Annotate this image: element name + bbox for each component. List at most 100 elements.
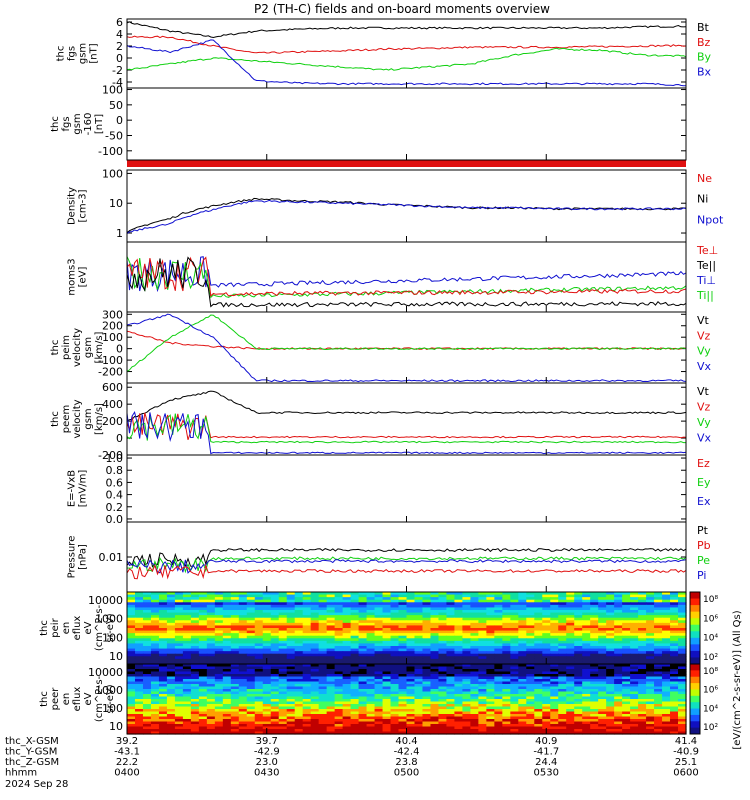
heat-cell [590,653,599,657]
heat-cell [670,661,679,665]
heat-cell [174,604,184,609]
heat-cell [414,671,424,675]
heat-cell [222,661,232,665]
heat-cell [518,604,527,609]
heat-cell [470,648,479,652]
heat-cell [142,592,152,596]
heat-cell [486,724,495,728]
heat-cell [254,656,264,660]
heat-cell [670,724,679,728]
heat-cell [454,638,463,642]
heat-cell [127,691,136,695]
heat-cell [254,610,264,614]
heat-cell [406,653,416,657]
heat-cell [558,669,567,673]
heat-cell [318,731,328,735]
heat-cell [462,711,471,715]
heat-cell [598,729,607,733]
heat-cell [518,701,527,705]
heat-cell [254,592,264,596]
heat-cell [286,714,296,718]
heat-cell [574,597,583,601]
heat-cell [542,651,551,655]
heat-cell [614,604,623,609]
heat-cell [390,726,400,730]
heat-cell [534,612,543,616]
heat-cell [534,709,543,713]
heat-cell [398,699,408,703]
ylabel-line: eV [83,692,94,705]
heat-cell [470,664,479,668]
heat-cell [550,726,559,730]
heat-cell [326,622,336,627]
colorbar-label: 10⁸ [703,667,718,677]
heat-cell [622,726,631,730]
heat-cell [606,612,615,616]
heat-cell [422,612,432,616]
heat-cell [166,686,176,690]
heat-cell [230,607,240,611]
heat-cell [574,635,583,639]
ylabel-line: [nT] [89,43,100,63]
heat-cell [238,617,248,621]
date-label: 2024 Sep 28 [5,779,68,790]
heat-cell [414,612,424,616]
heat-cell [646,701,655,705]
heat-cell [478,691,487,695]
heat-cell [574,719,583,723]
heat-cell [630,721,639,725]
heat-cell [638,658,647,663]
heat-cell [446,656,456,660]
heat-cell [302,599,312,603]
heat-cell [598,679,607,683]
heat-cell [494,628,503,632]
heat-cell [662,726,671,730]
heat-cell [134,696,144,700]
heat-cell [398,706,408,710]
ytick-label: 6 [116,16,123,29]
heat-cell [134,599,144,603]
heat-cell [230,651,240,655]
heat-cell [246,604,256,609]
heat-cell [174,704,184,708]
heat-cell [654,658,663,663]
heat-cell [582,704,591,708]
heat-cell [558,716,567,720]
heat-cell [646,721,655,725]
heat-cell [366,694,376,698]
heat-cell [150,706,160,710]
heat-cell [374,731,384,735]
heat-cell [430,674,440,678]
heat-cell [334,604,344,609]
heat-cell [310,724,320,728]
heat-cell [486,651,495,655]
heat-cell [150,704,160,708]
heat-cell [534,656,543,660]
heat-cell [582,599,591,603]
heat-cell [622,719,631,723]
heat-cell [446,721,456,725]
heat-cell [278,719,288,723]
heat-cell [358,643,368,647]
heat-cell [374,592,384,596]
heat-cell [382,640,392,645]
heat-cell [430,716,440,720]
heat-cell [470,597,479,601]
heat-cell [222,599,232,603]
heat-cell [422,656,432,660]
heat-cell [662,704,671,708]
heat-cell [262,620,272,624]
heat-cell [390,594,400,598]
heat-cell [246,615,256,619]
heat-cell [230,610,240,614]
ytick-label: 100 [102,631,123,644]
heat-cell [166,729,176,733]
heat-cell [534,724,543,728]
heat-cell [310,716,320,720]
heat-cell [302,666,312,670]
heat-cell [182,726,192,730]
heat-cell [502,671,511,675]
heat-cell [262,714,272,718]
heat-cell [574,684,583,688]
